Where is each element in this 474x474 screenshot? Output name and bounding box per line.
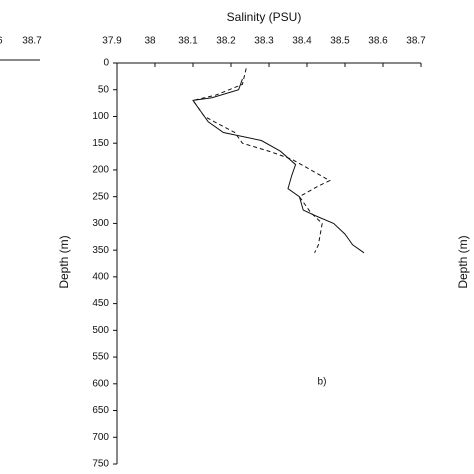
neighbor-tick-label: 38.7 (22, 36, 42, 47)
neighbor-y-label: Depth (m) (456, 235, 470, 288)
neighbor-tick-label: 6 (0, 36, 3, 47)
x-tick-label: 37.9 (102, 36, 122, 47)
x-tick-label: 38.1 (178, 36, 198, 47)
y-tick-label: 200 (92, 165, 109, 176)
y-tick-label: 600 (92, 378, 109, 389)
x-tick-label: 38.5 (330, 36, 350, 47)
y-tick-label: 450 (92, 298, 109, 309)
x-tick-label: 38.6 (368, 36, 388, 47)
x-tick-label: 38.2 (216, 36, 236, 47)
y-tick-label: 300 (92, 218, 109, 229)
chart-title: Salinity (PSU) (227, 10, 302, 24)
y-tick-label: 50 (98, 84, 110, 95)
y-tick-label: 700 (92, 432, 109, 443)
y-tick-label: 500 (92, 325, 109, 336)
x-tick-label: 38.3 (254, 36, 274, 47)
panel-label: b) (318, 377, 327, 388)
line-series (192, 68, 331, 254)
y-tick-label: 250 (92, 191, 109, 202)
y-tick-label: 400 (92, 272, 109, 283)
y-tick-label: 0 (103, 58, 109, 69)
x-tick-label: 38.7 (406, 36, 426, 47)
y-tick-label: 100 (92, 111, 109, 122)
y-tick-label: 550 (92, 352, 109, 363)
x-tick-label: 38 (144, 36, 156, 47)
y-tick-label: 150 (92, 138, 109, 149)
y-tick-label: 350 (92, 245, 109, 256)
y-tick-label: 650 (92, 405, 109, 416)
x-tick-label: 38.4 (292, 36, 312, 47)
line-series (192, 78, 365, 254)
y-axis-label: Depth (m) (57, 235, 71, 288)
y-tick-label: 750 (92, 459, 109, 470)
